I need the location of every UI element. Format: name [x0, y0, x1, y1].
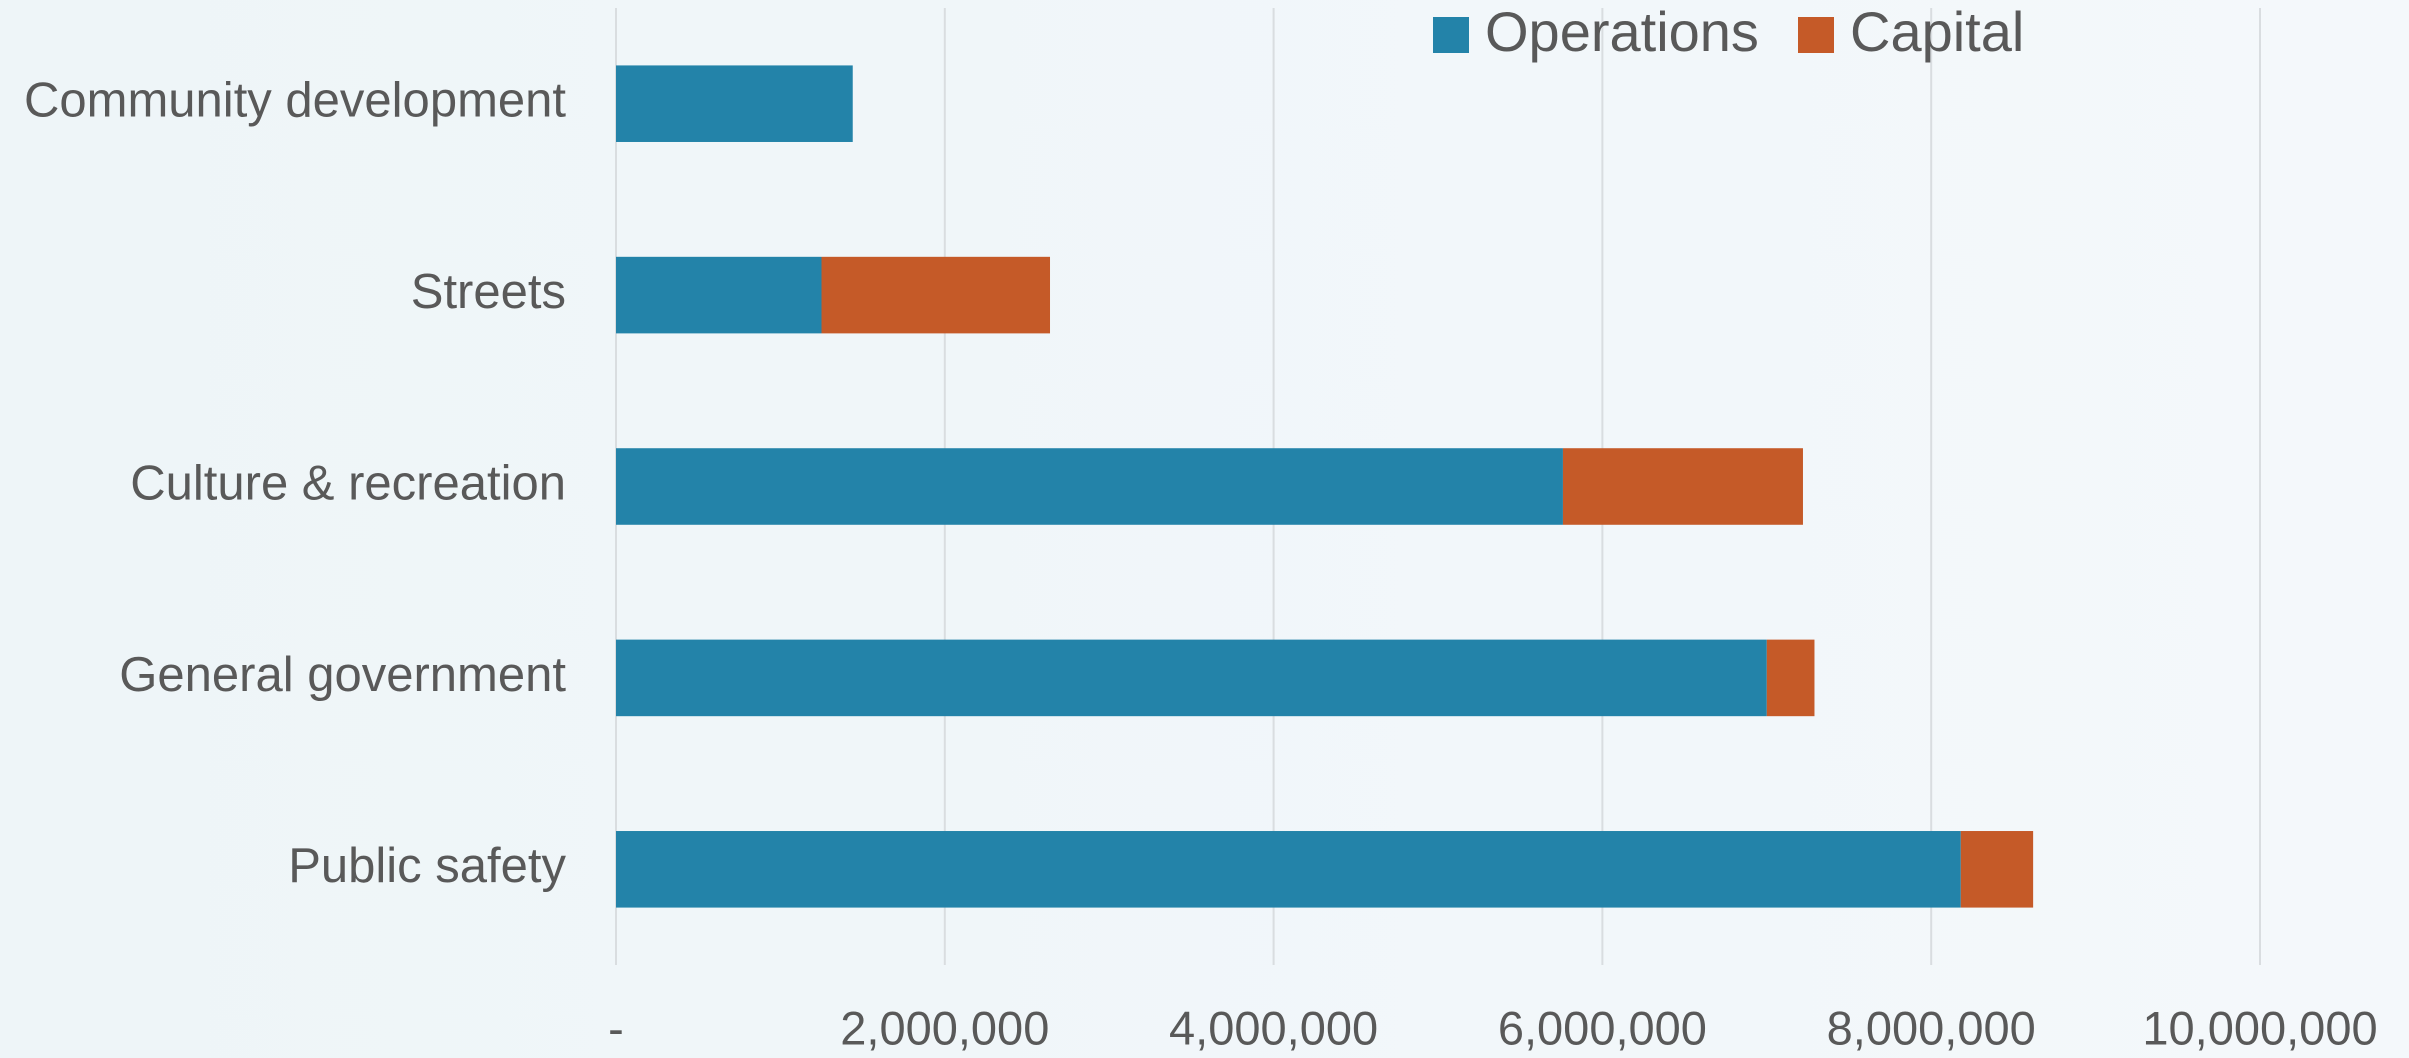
- bar-segment: [821, 256, 1051, 334]
- y-tick-label: Public safety: [288, 839, 566, 893]
- x-tick-label: 6,000,000: [1498, 1001, 1707, 1054]
- legend-label: Capital: [1850, 0, 2024, 63]
- bar-segment: [616, 65, 853, 142]
- y-tick-label: Culture & recreation: [130, 456, 566, 510]
- legend-label: Operations: [1485, 0, 1759, 63]
- legend-swatch: [1798, 17, 1834, 53]
- x-tick-label: 8,000,000: [1827, 1001, 2036, 1054]
- y-tick-label: Streets: [411, 265, 566, 319]
- y-tick-label: Community development: [24, 74, 566, 128]
- bar-segment: [616, 448, 1563, 525]
- x-tick-label: -: [608, 1001, 624, 1054]
- bar-segment: [616, 831, 1961, 908]
- bar-segment: [1766, 639, 1815, 717]
- x-tick-label: 2,000,000: [840, 1001, 1049, 1054]
- bar-segment: [616, 639, 1767, 717]
- x-tick-label: 4,000,000: [1169, 1001, 1378, 1054]
- legend-swatch: [1433, 17, 1469, 53]
- bar-segment: [616, 256, 822, 334]
- bar-segment: [1562, 448, 1803, 525]
- y-tick-label: General government: [119, 648, 566, 702]
- x-tick-label: 10,000,000: [2142, 1001, 2377, 1054]
- bar-segment: [1960, 831, 2034, 908]
